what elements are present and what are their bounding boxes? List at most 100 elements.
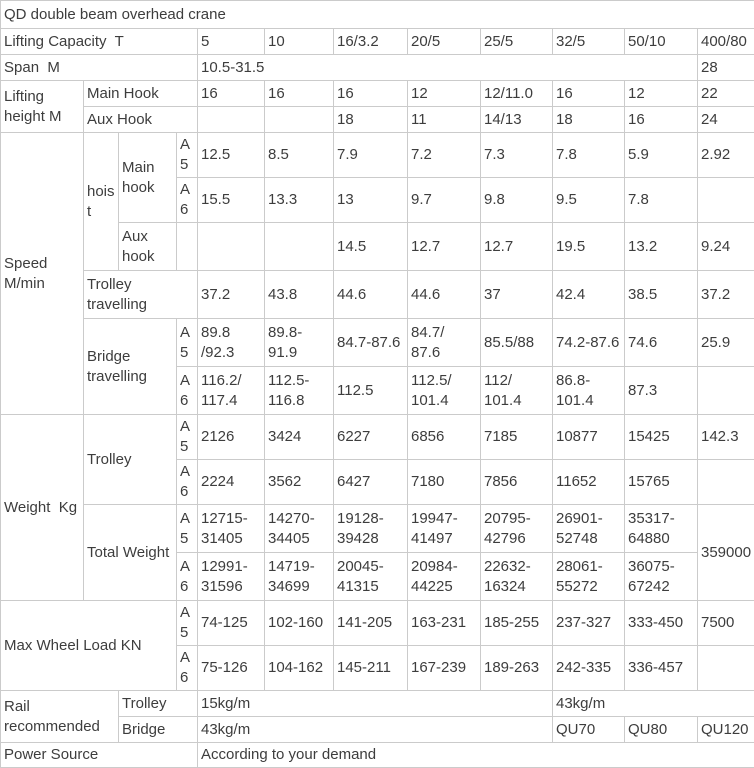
- value-cell: [198, 223, 265, 271]
- value-cell: 44.6: [334, 271, 408, 319]
- value-cell: 20795- 42796: [481, 505, 553, 553]
- value-cell: 12: [625, 81, 698, 107]
- value-cell: 20045- 41315: [334, 553, 408, 601]
- grade-a5-label: A5: [177, 415, 198, 460]
- value-cell: 35317- 64880: [625, 505, 698, 553]
- value-cell: 74-125: [198, 601, 265, 646]
- value-cell: 9.24: [698, 223, 754, 271]
- power-source-label: Power Source: [1, 743, 198, 768]
- rail-label: Rail recommended: [1, 691, 119, 743]
- value-cell: 14270- 34405: [265, 505, 334, 553]
- value-cell: 112.5/ 101.4: [408, 367, 481, 415]
- value-cell: 42.4: [553, 271, 625, 319]
- weight-trolley-a5-row: Weight Kg Trolley A5 2126 3424 6227 6856…: [1, 415, 754, 460]
- value-cell: 12991- 31596: [198, 553, 265, 601]
- weight-label: Weight Kg: [1, 415, 84, 601]
- grade-a6-label: A6: [177, 178, 198, 223]
- value-cell: 19128- 39428: [334, 505, 408, 553]
- capacity-value: 5: [198, 29, 265, 55]
- value-cell: 163-231: [408, 601, 481, 646]
- speed-label: Speed M/min: [1, 133, 84, 415]
- value-cell: 13.2: [625, 223, 698, 271]
- value-cell: 116.2/ 117.4: [198, 367, 265, 415]
- lifting-height-aux-hook-row: Aux Hook 18 11 14/13 18 16 24: [1, 107, 754, 133]
- value-cell: 145-211: [334, 646, 408, 691]
- value-cell: 2126: [198, 415, 265, 460]
- trolley-travelling-label: Trolley travelling: [84, 271, 198, 319]
- value-cell: 25.9: [698, 319, 754, 367]
- capacity-value: 32/5: [553, 29, 625, 55]
- value-cell: 5.9: [625, 133, 698, 178]
- value-cell: 22632- 16324: [481, 553, 553, 601]
- value-cell: 7180: [408, 460, 481, 505]
- value-cell: 87.3: [625, 367, 698, 415]
- value-cell: 11: [408, 107, 481, 133]
- rail-bridge-label: Bridge: [119, 717, 198, 743]
- value-cell: 89.8-91.9: [265, 319, 334, 367]
- value-cell: 36075- 67242: [625, 553, 698, 601]
- value-cell: 3424: [265, 415, 334, 460]
- value-cell: 104-162: [265, 646, 334, 691]
- rail-bridge-right-value: QU120: [698, 717, 754, 743]
- value-cell: 141-205: [334, 601, 408, 646]
- value-cell: 8.5: [265, 133, 334, 178]
- value-cell: 86.8- 101.4: [553, 367, 625, 415]
- value-cell: 167-239: [408, 646, 481, 691]
- total-weight-label: Total Weight: [84, 505, 177, 601]
- total-weight-last-value: 359000: [698, 505, 754, 601]
- value-cell: 12.5: [198, 133, 265, 178]
- grade-a5-label: A5: [177, 133, 198, 178]
- speed-bridge-a5-row: Bridge travelling A5 89.8 /92.3 89.8-91.…: [1, 319, 754, 367]
- capacity-value: 50/10: [625, 29, 698, 55]
- rail-trolley-label: Trolley: [119, 691, 198, 717]
- value-cell: 9.5: [553, 178, 625, 223]
- value-cell: 112/ 101.4: [481, 367, 553, 415]
- value-cell: [198, 107, 265, 133]
- value-cell: 242-335: [553, 646, 625, 691]
- value-cell: 336-457: [625, 646, 698, 691]
- value-cell: 9.8: [481, 178, 553, 223]
- rail-trolley-row: Rail recommended Trolley 15kg/m 43kg/m: [1, 691, 754, 717]
- value-cell: [698, 367, 754, 415]
- value-cell: 44.6: [408, 271, 481, 319]
- lifting-height-main-hook-row: Lifting height M Main Hook 16 16 16 12 1…: [1, 81, 754, 107]
- value-cell: [698, 460, 754, 505]
- empty-grade-cell: [177, 223, 198, 271]
- value-cell: 16: [625, 107, 698, 133]
- value-cell: 16: [553, 81, 625, 107]
- grade-a5-label: A5: [177, 319, 198, 367]
- capacity-value: 10: [265, 29, 334, 55]
- value-cell: 11652: [553, 460, 625, 505]
- value-cell: 6227: [334, 415, 408, 460]
- value-cell: 19.5: [553, 223, 625, 271]
- value-cell: 14/13: [481, 107, 553, 133]
- power-source-value: According to your demand: [198, 743, 754, 768]
- value-cell: 22: [698, 81, 754, 107]
- value-cell: 7.2: [408, 133, 481, 178]
- value-cell: 3562: [265, 460, 334, 505]
- value-cell: 189-263: [481, 646, 553, 691]
- value-cell: 89.8 /92.3: [198, 319, 265, 367]
- value-cell: 12.7: [408, 223, 481, 271]
- speed-main-hook-label: Main hook: [119, 133, 177, 223]
- bridge-travelling-label: Bridge travelling: [84, 319, 177, 415]
- value-cell: 102-160: [265, 601, 334, 646]
- capacity-value: 400/80: [698, 29, 754, 55]
- grade-a6-label: A6: [177, 553, 198, 601]
- value-cell: 13: [334, 178, 408, 223]
- value-cell: [265, 107, 334, 133]
- value-cell: 7.8: [553, 133, 625, 178]
- speed-aux-hook-label: Aux hook: [119, 223, 177, 271]
- value-cell: 12715- 31405: [198, 505, 265, 553]
- title-row: QD double beam overhead crane: [1, 1, 754, 29]
- value-cell: 16: [265, 81, 334, 107]
- value-cell: 26901- 52748: [553, 505, 625, 553]
- value-cell: 12: [408, 81, 481, 107]
- value-cell: 14719- 34699: [265, 553, 334, 601]
- lifting-height-label: Lifting height M: [1, 81, 84, 133]
- rail-trolley-right-value: 43kg/m: [553, 691, 754, 717]
- value-cell: 7856: [481, 460, 553, 505]
- main-hook-label: Main Hook: [84, 81, 198, 107]
- hoist-label: hoist: [84, 133, 119, 271]
